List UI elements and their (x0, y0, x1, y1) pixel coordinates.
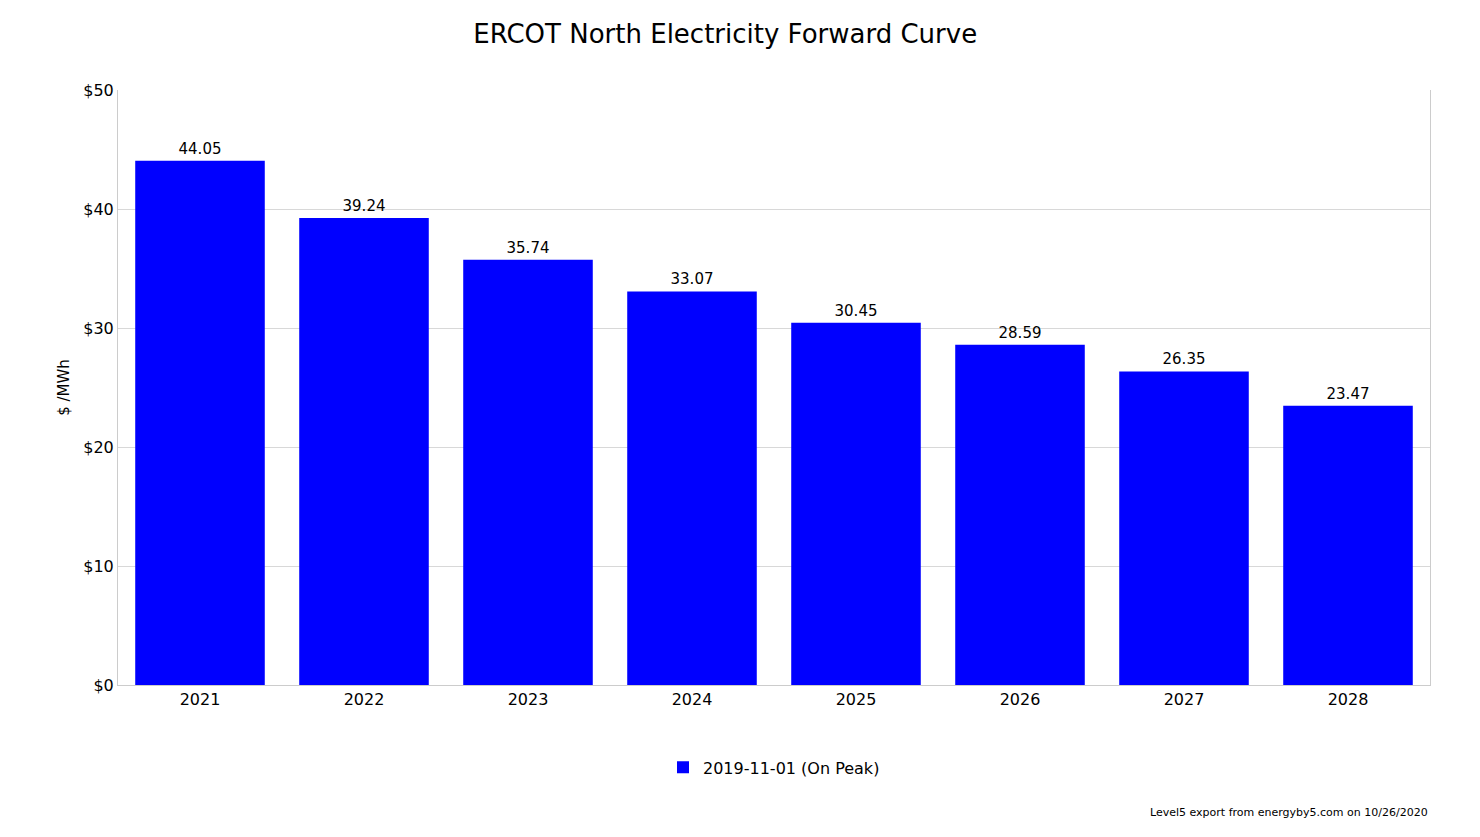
svg-text:39.24: 39.24 (343, 197, 386, 215)
svg-text:28.59: 28.59 (999, 324, 1042, 342)
svg-text:$20: $20 (83, 438, 114, 457)
svg-text:2019-11-01 (On Peak): 2019-11-01 (On Peak) (703, 759, 879, 778)
svg-text:ERCOT North Electricity Forwar: ERCOT North Electricity Forward Curve (473, 19, 977, 49)
svg-text:2023: 2023 (508, 690, 549, 709)
svg-text:2027: 2027 (1164, 690, 1205, 709)
svg-text:23.47: 23.47 (1327, 385, 1370, 403)
svg-text:$30: $30 (83, 319, 114, 338)
svg-text:$ /MWh: $ /MWh (55, 359, 73, 416)
svg-text:30.45: 30.45 (835, 302, 878, 320)
svg-text:Level5 export from energyby5.c: Level5 export from energyby5.com on 10/2… (1150, 806, 1428, 819)
svg-text:$40: $40 (83, 200, 114, 219)
svg-text:35.74: 35.74 (507, 239, 550, 257)
svg-text:26.35: 26.35 (1163, 350, 1206, 368)
svg-text:2026: 2026 (1000, 690, 1041, 709)
svg-text:2021: 2021 (180, 690, 221, 709)
svg-text:2024: 2024 (672, 690, 713, 709)
svg-text:2022: 2022 (344, 690, 385, 709)
svg-text:33.07: 33.07 (671, 270, 714, 288)
svg-text:$0: $0 (93, 676, 113, 695)
svg-text:$50: $50 (83, 81, 114, 100)
svg-text:2028: 2028 (1328, 690, 1369, 709)
svg-text:$10: $10 (83, 557, 114, 576)
svg-text:2025: 2025 (836, 690, 877, 709)
svg-text:44.05: 44.05 (179, 140, 222, 158)
